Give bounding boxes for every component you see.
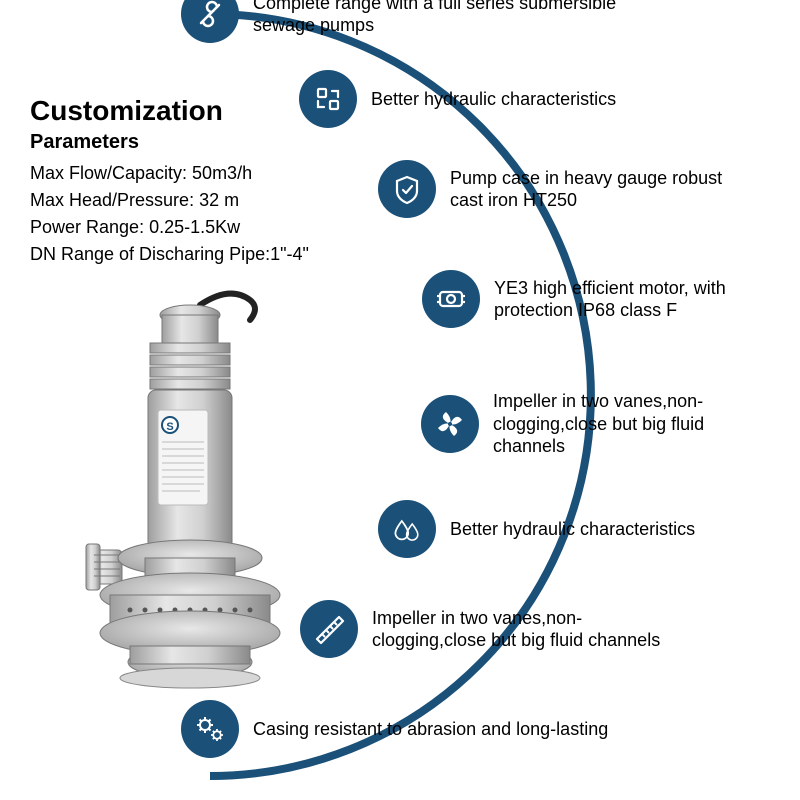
feature-item: Impeller in two vanes,non-clogging,close… [300, 600, 672, 658]
page-subtitle: Parameters [30, 131, 330, 154]
feature-label: Better hydraulic characteristics [450, 518, 695, 541]
feature-item: Casing resistant to abrasion and long-la… [181, 700, 608, 758]
feature-label: YE3 high efficient motor, with protectio… [494, 277, 774, 322]
svg-text:S: S [166, 421, 173, 433]
ruler-icon [300, 600, 358, 658]
feature-label: Complete range with a full series submer… [253, 0, 633, 37]
feature-label: Casing resistant to abrasion and long-la… [253, 718, 608, 741]
drop-icon [378, 500, 436, 558]
heading-block: Customization Parameters Max Flow/Capaci… [30, 95, 330, 268]
page-title: Customization [30, 95, 330, 127]
param-line: Max Flow/Capacity: 50m3/h [30, 160, 330, 187]
feature-label: Better hydraulic characteristics [371, 88, 616, 111]
fan-icon [421, 395, 479, 453]
feature-item: Better hydraulic characteristics [299, 70, 616, 128]
pump-illustration: S [50, 290, 310, 690]
feature-label: Pump case in heavy gauge robust cast iro… [450, 167, 730, 212]
feature-label: Impeller in two vanes,non-clogging,close… [493, 390, 743, 458]
feature-item: YE3 high efficient motor, with protectio… [422, 270, 774, 328]
motor-icon [422, 270, 480, 328]
param-line: Max Head/Pressure: 32 m [30, 187, 330, 214]
feature-item: Impeller in two vanes,non-clogging,close… [421, 390, 743, 458]
shield-icon [378, 160, 436, 218]
gears-icon [181, 700, 239, 758]
feature-item: Better hydraulic characteristics [378, 500, 695, 558]
cycle-icon [299, 70, 357, 128]
feature-item: Pump case in heavy gauge robust cast iro… [378, 160, 730, 218]
param-line: DN Range of Discharing Pipe:1"-4" [30, 241, 330, 268]
feature-label: Impeller in two vanes,non-clogging,close… [372, 607, 672, 652]
wrench-icon [181, 0, 239, 43]
feature-item: Complete range with a full series submer… [181, 0, 633, 43]
param-line: Power Range: 0.25-1.5Kw [30, 214, 330, 241]
